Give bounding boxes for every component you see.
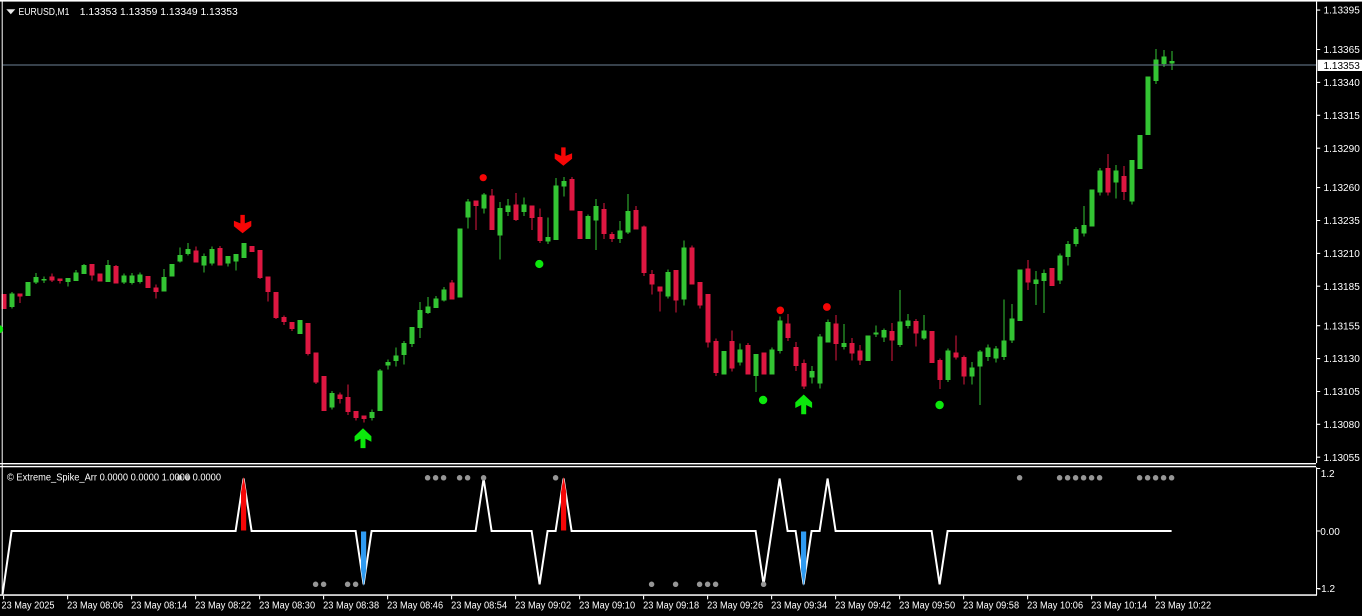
svg-text:1.13353: 1.13353 — [1324, 61, 1361, 72]
svg-text:1.13340: 1.13340 — [1324, 78, 1361, 89]
svg-text:23 May 09:42: 23 May 09:42 — [835, 600, 891, 611]
svg-text:23 May 09:18: 23 May 09:18 — [643, 600, 699, 611]
svg-text:1.13365: 1.13365 — [1324, 45, 1361, 56]
svg-text:1.13185: 1.13185 — [1324, 282, 1361, 293]
svg-text:23 May 09:34: 23 May 09:34 — [771, 600, 827, 611]
svg-text:23 May 09:02: 23 May 09:02 — [515, 600, 571, 611]
svg-text:© Extreme_Spike_Arr 0.0000 0.0: © Extreme_Spike_Arr 0.0000 0.0000 1.0000… — [7, 472, 221, 483]
svg-text:23 May 10:06: 23 May 10:06 — [1027, 600, 1083, 611]
svg-text:1.13210: 1.13210 — [1324, 249, 1361, 260]
svg-text:1.13235: 1.13235 — [1324, 216, 1361, 227]
svg-text:23 May 09:58: 23 May 09:58 — [963, 600, 1019, 611]
svg-text:1.13260: 1.13260 — [1324, 183, 1361, 194]
svg-text:1.13130: 1.13130 — [1324, 354, 1361, 365]
svg-text:1.2: 1.2 — [1321, 469, 1335, 480]
svg-text:23 May 08:30: 23 May 08:30 — [259, 600, 315, 611]
svg-text:-1.2: -1.2 — [1318, 584, 1336, 595]
svg-text:23 May 09:26: 23 May 09:26 — [707, 600, 763, 611]
svg-text:1.13290: 1.13290 — [1324, 144, 1361, 155]
svg-text:23 May 08:06: 23 May 08:06 — [67, 600, 123, 611]
svg-text:1.13353 1.13359 1.13349 1.1335: 1.13353 1.13359 1.13349 1.13353 — [80, 7, 238, 18]
svg-text:23 May 08:38: 23 May 08:38 — [323, 600, 379, 611]
svg-text:1.13055: 1.13055 — [1324, 453, 1361, 464]
svg-text:23 May 10:22: 23 May 10:22 — [1155, 600, 1211, 611]
svg-text:EURUSD,M1: EURUSD,M1 — [19, 7, 70, 18]
svg-text:23 May 2025: 23 May 2025 — [2, 600, 55, 611]
svg-text:1.13080: 1.13080 — [1324, 420, 1361, 431]
svg-text:1.13155: 1.13155 — [1324, 321, 1361, 332]
svg-text:23 May 10:14: 23 May 10:14 — [1091, 600, 1147, 611]
svg-text:1.13105: 1.13105 — [1324, 387, 1361, 398]
svg-text:23 May 08:54: 23 May 08:54 — [451, 600, 507, 611]
svg-text:1.13395: 1.13395 — [1324, 6, 1361, 17]
svg-text:23 May 08:14: 23 May 08:14 — [131, 600, 187, 611]
svg-text:23 May 08:46: 23 May 08:46 — [387, 600, 443, 611]
svg-text:1.13315: 1.13315 — [1324, 111, 1361, 122]
svg-text:0.00: 0.00 — [1320, 527, 1340, 538]
svg-text:23 May 09:50: 23 May 09:50 — [899, 600, 955, 611]
svg-text:23 May 09:10: 23 May 09:10 — [579, 600, 635, 611]
svg-text:23 May 08:22: 23 May 08:22 — [195, 600, 251, 611]
